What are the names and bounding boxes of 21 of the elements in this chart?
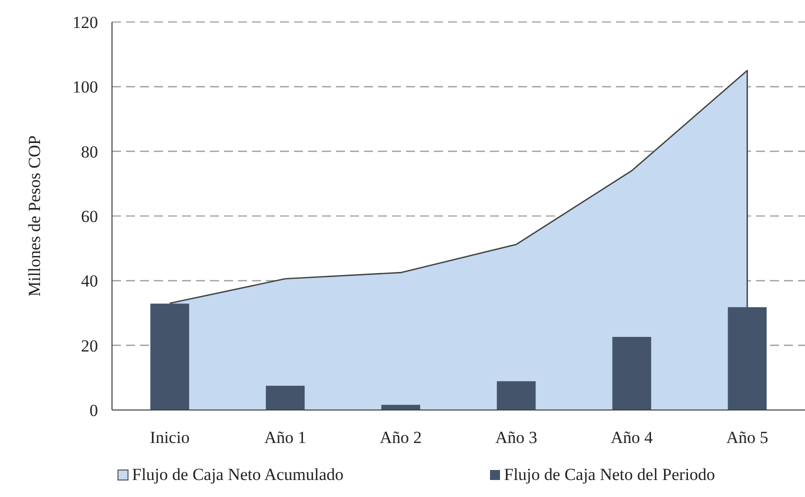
legend-label: Flujo de Caja Neto del Periodo (504, 465, 716, 484)
y-tick-label: 0 (90, 400, 98, 420)
bar (612, 336, 652, 410)
y-tick-label: 20 (81, 336, 98, 356)
legend-label: Flujo de Caja Neto Acumulado (132, 465, 344, 484)
y-tick-label: 100 (72, 78, 98, 97)
y-tick-label: 40 (81, 272, 98, 291)
x-tick-label: Año 5 (726, 428, 768, 447)
bar (150, 304, 190, 410)
y-tick-label: 120 (72, 12, 98, 32)
y-tick-label: 60 (81, 206, 98, 226)
bar (496, 381, 536, 410)
bar (266, 386, 305, 410)
x-tick-label: Año 3 (495, 428, 538, 447)
bar (728, 307, 767, 410)
x-tick-label: Año 2 (380, 428, 422, 447)
x-tick-label: Inicio (150, 428, 190, 447)
x-tick-label: Año 4 (610, 428, 654, 447)
x-tick-label: Año 1 (264, 428, 306, 447)
y-tick-label: 80 (81, 142, 98, 162)
y-axis-title: Millones de Pesos COP (25, 135, 44, 297)
